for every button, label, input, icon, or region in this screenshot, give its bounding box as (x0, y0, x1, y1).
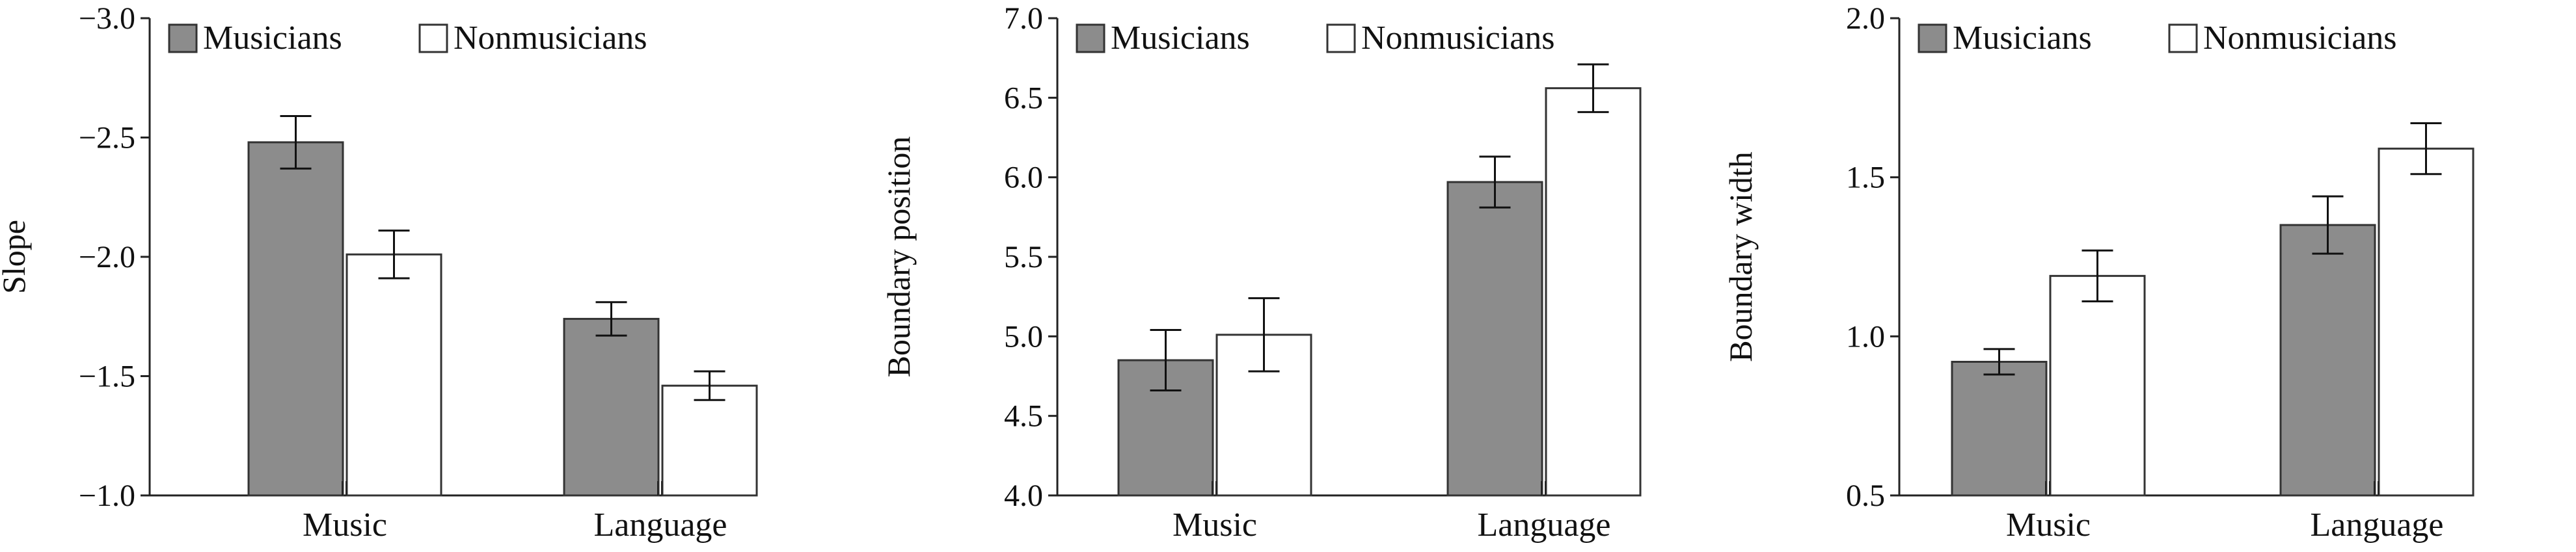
legend-label-nonmusicians: Nonmusicians (2203, 20, 2397, 57)
x-category-label: Music (303, 506, 387, 544)
legend-label-musicians: Musicians (1953, 20, 2092, 57)
legend-swatch-musicians (1918, 23, 1947, 53)
error-bar (694, 370, 725, 401)
bar-nonmusicians-language (2378, 148, 2474, 497)
x-category-label: Language (2310, 506, 2443, 544)
bar-musicians-language (1446, 181, 1543, 497)
error-bar (595, 301, 627, 337)
bar-musicians-music (1951, 360, 2048, 497)
error-bar (1983, 348, 2015, 376)
y-axis-title: Slope (0, 220, 32, 294)
y-tick-label: −3.0 (79, 1, 135, 36)
legend-swatch-musicians (168, 23, 198, 53)
y-tick-label: −2.0 (79, 240, 135, 274)
y-tick-label: 4.0 (1004, 479, 1043, 513)
y-axis-title: Boundary width (1722, 151, 1759, 362)
y-tick-label: −1.0 (79, 479, 135, 513)
legend-label-nonmusicians: Nonmusicians (454, 20, 647, 57)
y-tick-label: 6.5 (1004, 81, 1043, 115)
error-bar (2410, 122, 2442, 176)
error-bar (1248, 297, 1280, 373)
legend-swatch-nonmusicians (1326, 23, 1356, 53)
bar-nonmusicians-music (2049, 274, 2146, 497)
y-tick-label: 1.5 (1846, 161, 1885, 195)
error-bar (280, 114, 312, 170)
y-tick-label: 0.5 (1846, 479, 1885, 513)
legend-label-musicians: Musicians (1111, 20, 1250, 57)
y-tick-label: 2.0 (1846, 1, 1885, 36)
y-tick-label: 5.0 (1004, 319, 1043, 354)
error-bar (2312, 195, 2344, 255)
y-tick-label: 5.5 (1004, 240, 1043, 274)
bar-musicians-language (563, 317, 660, 497)
y-tick-label: 6.0 (1004, 161, 1043, 195)
error-bar (2081, 249, 2113, 303)
bar-musicians-music (247, 141, 344, 497)
legend-swatch-nonmusicians (418, 23, 448, 53)
x-category-label: Music (2006, 506, 2091, 544)
y-tick-label: −2.5 (79, 121, 135, 155)
chart-panel-2: 4.0 4.5 5.0 5.5 6.0 6.5 7.0 Boundary position Mu… (880, 1, 1642, 544)
error-bar (1577, 63, 1609, 113)
bar-nonmusicians-music (346, 253, 442, 497)
bar-nonmusicians-language (1545, 87, 1642, 497)
x-category-label: Music (1173, 506, 1257, 544)
y-tick-label: −1.5 (79, 360, 135, 394)
error-bar (1150, 329, 1182, 392)
y-tick-label: 4.5 (1004, 399, 1043, 434)
x-category-label: Language (593, 506, 727, 544)
error-bar (1479, 155, 1511, 209)
y-tick-label: 7.0 (1004, 1, 1043, 36)
chart-panel-1: −1.0 −1.5 −2.0 −2.5 −3.0 Slope Music Language Mu… (0, 1, 758, 544)
chart-panel-3: 0.5 1.0 1.5 2.0 Boundary width Music Language M… (1722, 1, 2474, 544)
legend-swatch-musicians (1076, 23, 1105, 53)
legend-label-musicians: Musicians (203, 20, 342, 57)
x-category-label: Language (1477, 506, 1610, 544)
legend-swatch-nonmusicians (2168, 23, 2198, 53)
y-axis-title: Boundary position (880, 137, 917, 378)
bar-nonmusicians-language (661, 384, 758, 497)
bar-musicians-language (2279, 224, 2376, 497)
error-bar (378, 230, 410, 280)
legend-label-nonmusicians: Nonmusicians (1361, 20, 1555, 57)
y-tick-label: 1.0 (1846, 319, 1885, 354)
